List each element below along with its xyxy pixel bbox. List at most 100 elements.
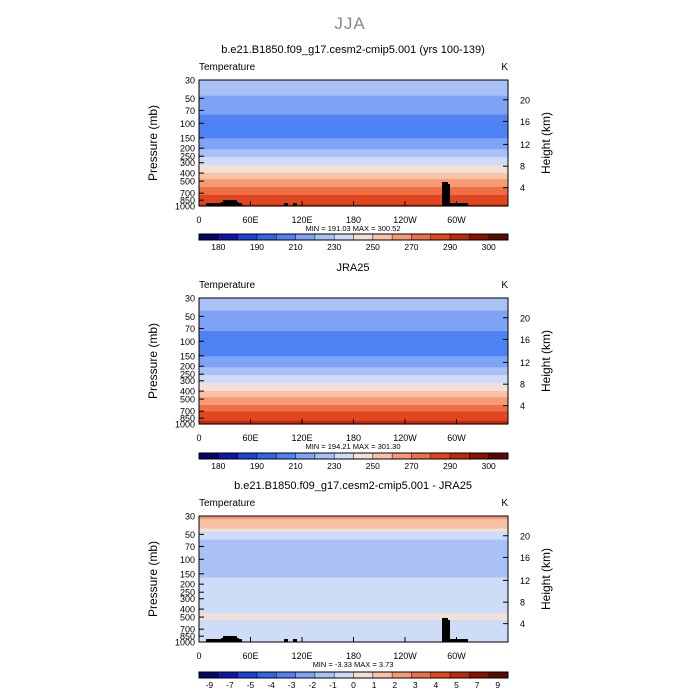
contour-band [199,343,508,346]
colorbar-swatch [237,453,258,459]
contour-band [199,575,508,579]
colorbar-label: -1 [329,680,337,690]
y-tick-label: 150 [180,133,195,143]
contour-band [199,169,508,172]
contour-band [199,316,508,320]
y-right-tick-label: 8 [520,598,525,608]
colorbar-label: 230 [327,461,341,471]
colorbar-swatch [199,672,219,678]
contour-band [199,386,508,389]
contour-band [199,541,508,544]
contour-band [199,127,508,130]
contour-band [199,84,508,87]
contour-band [199,610,508,613]
contour-band [199,372,508,375]
colorbar-swatch [295,234,316,240]
contour-band [199,569,508,572]
colorbar-swatch [411,672,432,678]
contour-band [199,531,508,534]
contour-band [199,80,508,83]
contour-band [199,588,508,591]
contour-band [199,379,508,383]
contour-band [199,547,508,550]
colorbar-label: -4 [267,680,275,690]
min-max-stats: MIN = 191.03 MAX = 300.52 [305,224,400,233]
y-right-tick-label: 16 [520,553,530,563]
contour-band [199,624,508,627]
contour-band [199,337,508,340]
panel-3: b.e21.B1850.f09_g17.cesm2-cmip5.001 - JR… [146,480,553,690]
contour-band [199,139,508,143]
colorbar-swatch [430,234,451,240]
topography-mask [206,639,239,642]
colorbar-label: 9 [495,680,500,690]
contour-band [199,335,508,338]
contour-band [199,119,508,122]
x-tick-label: 180 [346,433,361,443]
figure-title: JJA [334,14,366,33]
contour-band [199,580,508,583]
min-max-stats: MIN = -3.33 MAX = 3.73 [313,660,394,669]
contour-band [199,329,508,332]
contour-band [199,375,508,378]
y-tick-label: 30 [185,294,195,304]
units-label: K [501,62,508,73]
contour-band [199,560,508,563]
contour-band [199,334,508,337]
y-tick-label: 100 [180,119,195,129]
variable-label: Temperature [199,62,256,73]
y-tick-label: 500 [180,177,195,187]
colorbar-frame [198,671,509,679]
contour-band [199,594,508,597]
contour-band [199,83,508,86]
contour-band [199,556,508,560]
x-tick-label: 120W [393,651,417,661]
y-right-axis-label: Height (km) [539,112,553,174]
colorbar-label: 0 [351,680,356,690]
contour-band [199,307,508,310]
topography-mask [442,203,468,206]
contour-band [199,174,508,177]
contour-band [199,517,508,520]
contour-band [199,305,508,309]
colorbar-label: 250 [366,461,380,471]
contour-band [199,357,508,361]
contour-band [199,348,508,351]
contour-band [199,318,508,321]
y-right-tick-label: 4 [520,401,525,411]
contour-band [199,100,508,103]
contour-band [199,544,508,547]
contour-band [199,340,508,343]
contour-band [199,412,508,416]
contour-band [199,172,508,176]
contour-band [199,198,508,201]
y-right-tick-label: 4 [520,183,525,193]
contour-band [199,131,508,135]
contour-band [199,608,508,612]
contour-band [199,147,508,150]
y-right-tick-label: 16 [520,335,530,345]
contour-band [199,124,508,127]
colorbar-swatch [411,453,432,459]
y-tick-label: 100 [180,555,195,565]
colorbar-swatch [295,672,316,678]
contour-band [199,136,508,139]
colorbar-label: 290 [443,242,457,252]
y-tick-label: 200 [180,580,195,590]
colorbar-frame [198,452,509,460]
contour-band [199,612,508,615]
y-tick-label: 30 [185,512,195,522]
contour-band [199,187,508,190]
y-axis-label: Pressure (mb) [146,541,160,617]
x-tick-label: 180 [346,651,361,661]
contour-band [199,395,508,398]
contour-band [199,378,508,381]
colorbar-label: 190 [250,461,264,471]
contour-band [199,179,508,182]
contour-band [199,109,508,113]
colorbar-swatch [199,234,219,240]
colorbar-swatch [450,672,470,678]
contour-band [199,370,508,373]
contour-band [199,158,508,161]
